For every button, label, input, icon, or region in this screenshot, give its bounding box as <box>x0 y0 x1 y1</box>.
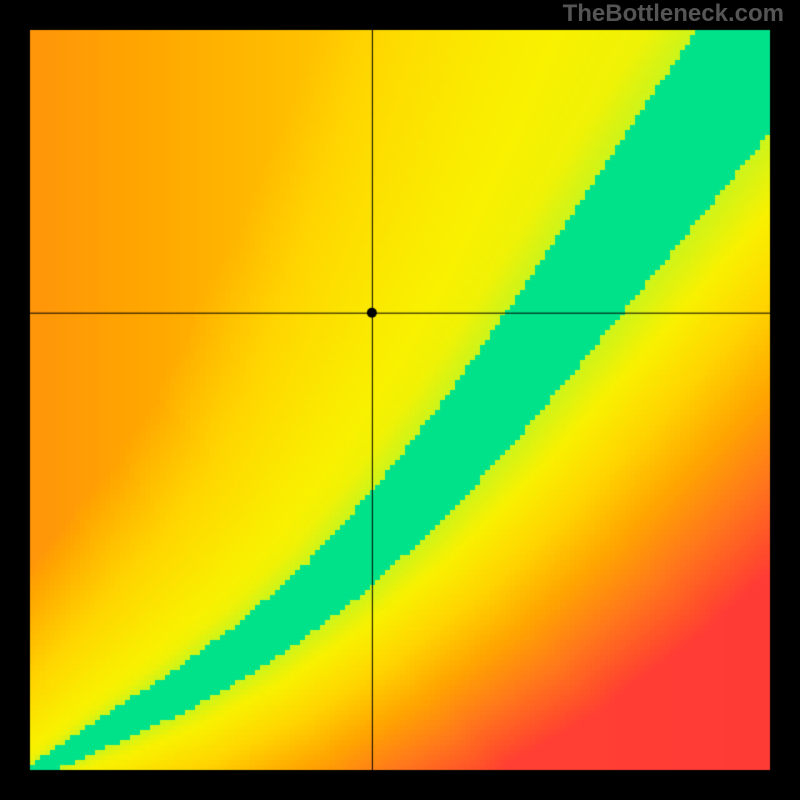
attribution-text: TheBottleneck.com <box>563 0 784 28</box>
bottleneck-heatmap <box>0 0 800 800</box>
